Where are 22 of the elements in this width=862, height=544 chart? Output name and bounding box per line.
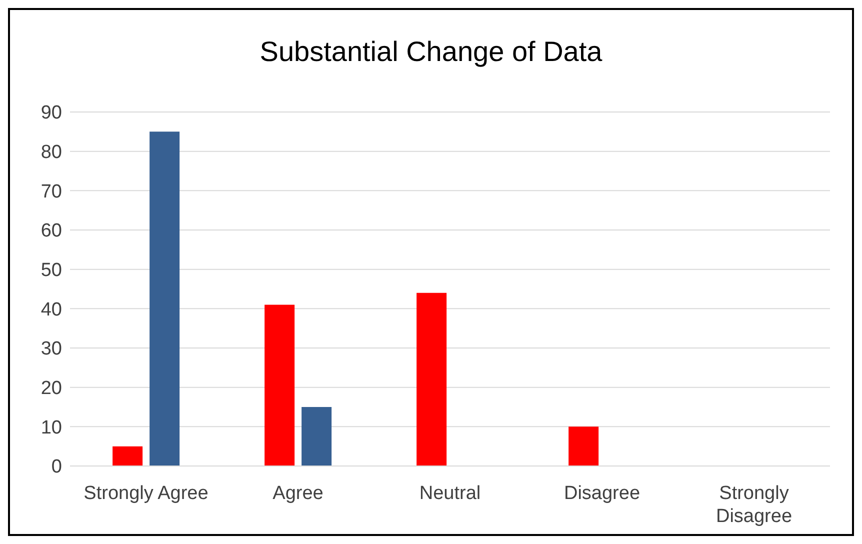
y-tick-label: 80 [40,142,62,164]
y-tick-label: 70 [40,181,62,202]
x-tick-label: Strongly Disagree [716,483,792,527]
y-tick-label: 10 [40,417,62,438]
y-tick-label: 30 [40,338,62,360]
x-tick-label: Strongly Agree [84,483,208,504]
y-tick-label: 0 [51,456,62,478]
x-tick-label: Neutral [419,483,481,504]
bar [112,446,143,466]
bar [150,132,180,466]
x-tick-label: Agree [272,483,324,504]
bar [568,426,599,466]
y-tick-label: 90 [40,102,62,124]
y-tick-label: 50 [40,260,62,282]
y-tick-label: 40 [40,299,62,320]
x-tick-label: Disagree [564,483,640,504]
y-tick-label: 60 [40,220,62,242]
bar [264,304,295,466]
bar [302,407,332,466]
y-tick-label: 20 [40,378,62,400]
bar [416,292,447,466]
chart-title: Substantial Change of Data [258,35,604,69]
